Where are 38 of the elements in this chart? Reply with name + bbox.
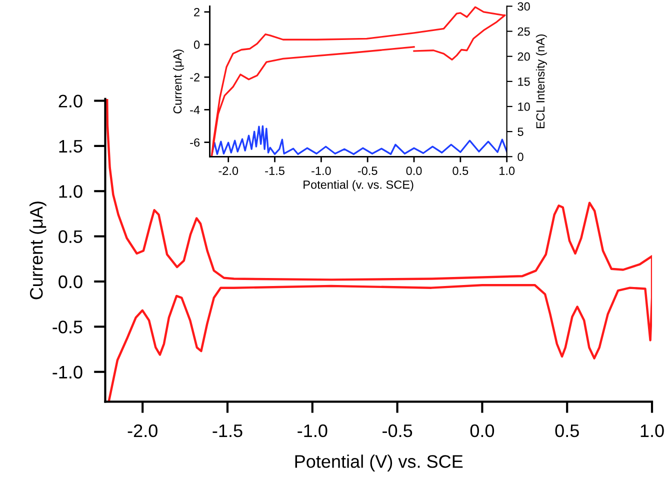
y2-tick-label: 10 [518, 102, 530, 111]
x-tick-label: -1.0 [298, 424, 328, 438]
x-tick-label: -1.5 [265, 166, 284, 176]
x-tick-label: -1.0 [312, 166, 331, 176]
y-tick-label: 0.5 [58, 230, 82, 244]
y2-tick-label: 0 [518, 152, 524, 162]
y2-axis-title: ECL Intensity (nA) [536, 34, 547, 128]
x-tick-label: -0.5 [358, 166, 378, 176]
x-tick-label: 1.0 [640, 424, 664, 438]
y-tick-label: 1.0 [59, 185, 82, 198]
y-axis-title: Current (μA) [173, 50, 184, 114]
y-tick-label: 2.0 [58, 94, 82, 108]
y-tick-label: -2 [190, 73, 200, 82]
x-tick-label: -0.5 [382, 424, 412, 438]
y-tick-label: -1.0 [52, 366, 82, 379]
y2-tick-label: 20 [518, 52, 530, 61]
y-tick-label: 0.0 [58, 275, 82, 288]
y-axis-title: Current (μA) [30, 202, 46, 300]
x-tick-label: 1.0 [500, 166, 515, 176]
x-tick-label: 0.5 [555, 424, 579, 438]
x-tick-label: -2.0 [218, 166, 238, 176]
y-tick-label: 0 [194, 40, 200, 49]
y-tick-label: -4 [190, 106, 200, 114]
y2-tick-label: 15 [518, 78, 530, 86]
y2-tick-label: 5 [518, 128, 524, 136]
x-axis-title: Potential (v. vs. SCE) [304, 180, 414, 192]
y-tick-label: -0.5 [52, 320, 82, 334]
x-tick-label: 0.0 [406, 166, 422, 176]
x-tick-label: 0.5 [452, 166, 468, 176]
x-tick-label: -1.5 [212, 424, 242, 438]
x-axis-title: Potential (V) vs. SCE [295, 454, 463, 472]
y-tick-label: -6 [190, 138, 200, 147]
y-tick-label: 2 [194, 8, 200, 16]
y2-tick-label: 25 [518, 27, 530, 36]
y-tick-label: 1.5 [59, 140, 82, 153]
x-tick-label: -2.0 [128, 424, 158, 438]
y2-tick-label: 30 [518, 2, 530, 11]
x-tick-label: 0.0 [470, 424, 494, 438]
